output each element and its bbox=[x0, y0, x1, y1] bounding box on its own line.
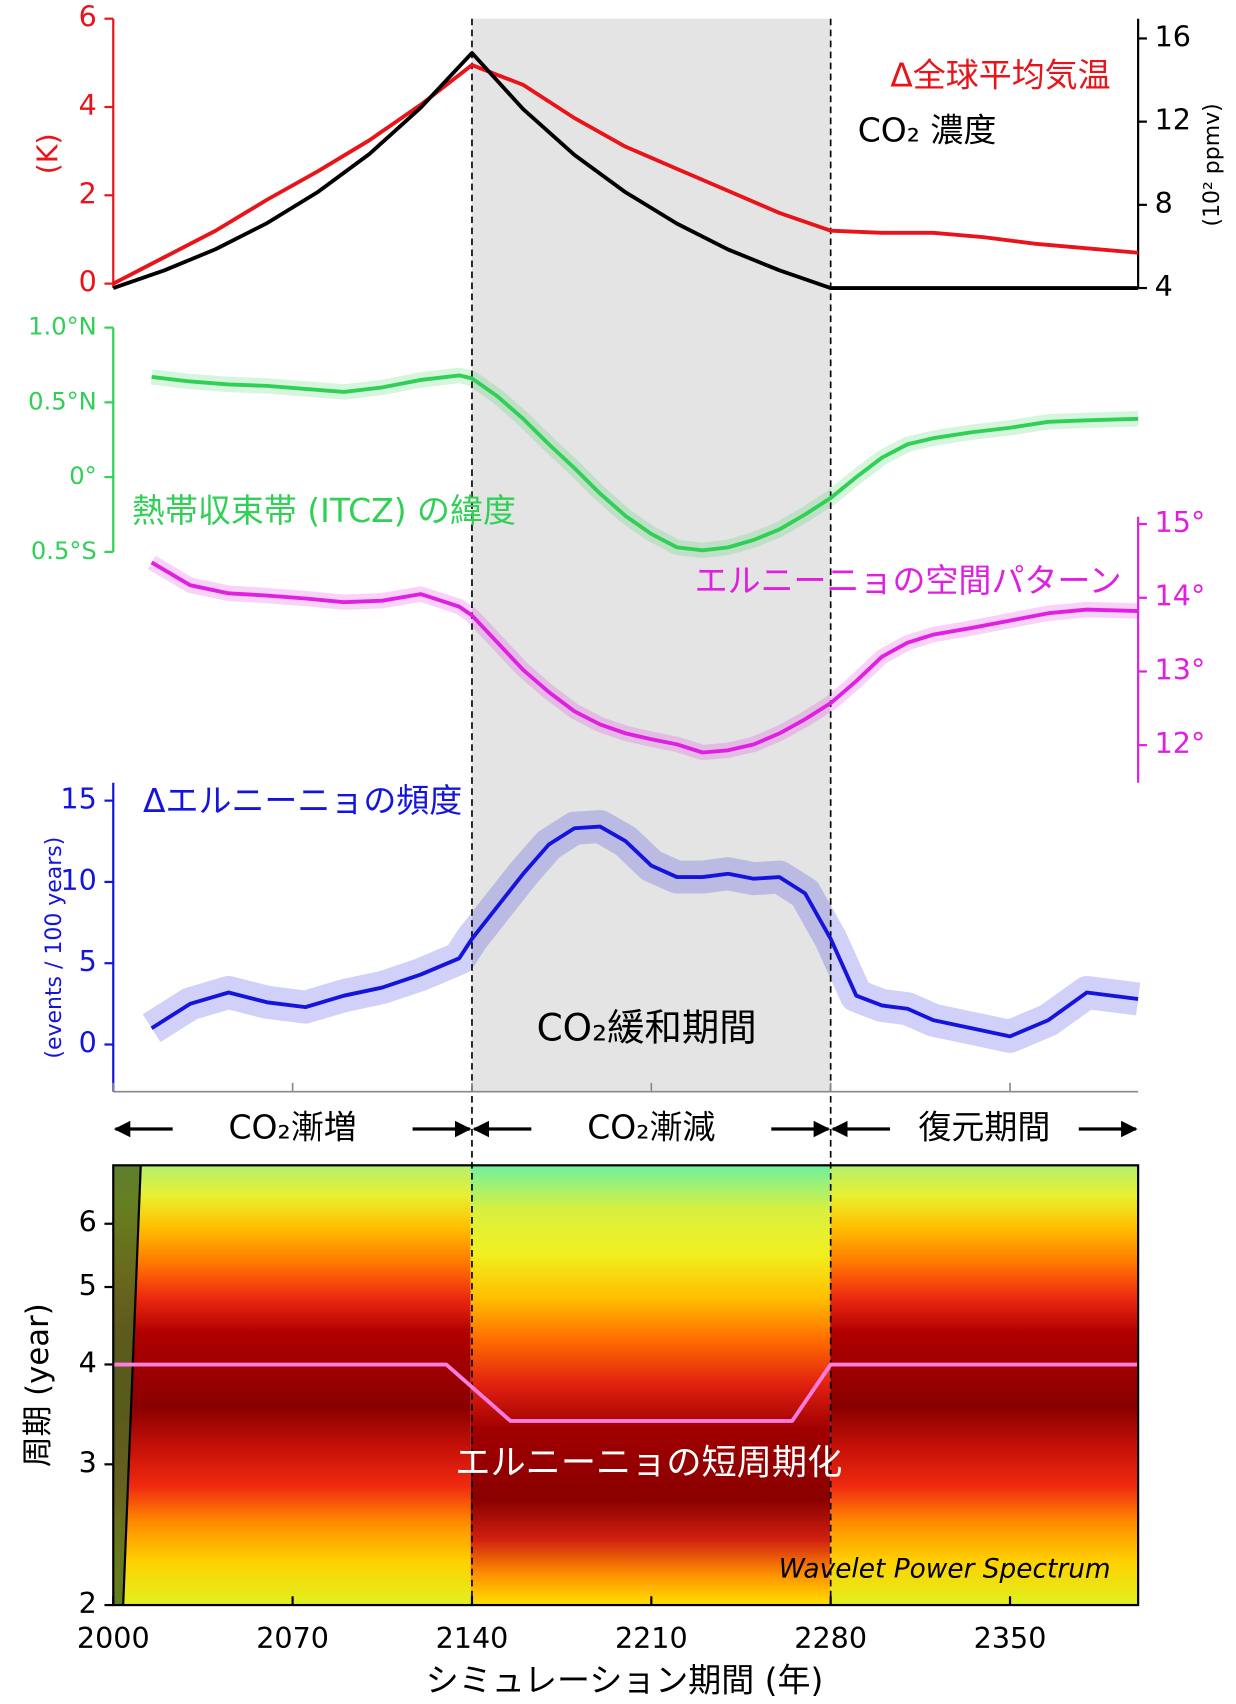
y-tick-label: 5 bbox=[79, 944, 97, 978]
plot-layer: CO₂漸増 CO₂漸減 復元期間 0 2 4 6 4 8 12 16 1.0°N 0.5°N 0° 0.5°… bbox=[28, 0, 1205, 1655]
cone-of-influence bbox=[113, 1165, 141, 1606]
x-tick-label: 2350 bbox=[974, 1621, 1047, 1655]
series-line bbox=[151, 373, 1139, 553]
y-tick-label: 5 bbox=[79, 1268, 97, 1302]
period-label: CO₂緩和期間 bbox=[537, 1006, 757, 1050]
x-tick-label: 2210 bbox=[615, 1621, 688, 1655]
x-axis-label: シミュレーション期間 (年) bbox=[426, 1661, 824, 1700]
y-tick-label: 12° bbox=[1155, 726, 1206, 760]
series-line bbox=[112, 51, 1139, 290]
phase-label: 復元期間 bbox=[918, 1108, 1050, 1147]
y-tick-label: 0 bbox=[79, 1026, 97, 1060]
y-tick-label: 13° bbox=[1155, 652, 1206, 686]
y2-axis-label: (10² ppmv) bbox=[1200, 103, 1225, 226]
legend-label: Δ全球平均気温 bbox=[890, 55, 1110, 94]
wavelet-field bbox=[470, 1165, 831, 1606]
y-tick-label: 0.5°S bbox=[31, 537, 97, 565]
y-axis-label: (K) bbox=[30, 133, 64, 174]
y-tick-label: 4 bbox=[79, 1345, 97, 1379]
series-line bbox=[150, 824, 1139, 1039]
series-line bbox=[150, 560, 1139, 755]
mitigation-shade bbox=[471, 18, 831, 1092]
phase-label: CO₂漸減 bbox=[587, 1108, 715, 1147]
y-tick-label: 2 bbox=[79, 1586, 97, 1620]
cone-of-influence-edge bbox=[122, 1165, 142, 1606]
y-tick-label: 14° bbox=[1155, 579, 1206, 613]
legend-label: Δエルニーニョの頻度 bbox=[143, 781, 462, 820]
y-tick-label: 4 bbox=[1155, 269, 1173, 303]
y-tick-label: 4 bbox=[79, 88, 97, 122]
annotation: Wavelet Power Spectrum bbox=[779, 1554, 1111, 1584]
wavelet-field bbox=[830, 1165, 1139, 1606]
legend-label: 熱帯収束帯 (ITCZ) の緯度 bbox=[132, 491, 516, 530]
y-tick-label: 1.0°N bbox=[28, 313, 97, 341]
phase-label: CO₂漸増 bbox=[229, 1108, 357, 1147]
y-tick-label: 6 bbox=[79, 0, 97, 34]
y-tick-label: 0.5°N bbox=[28, 387, 97, 415]
series-line bbox=[112, 63, 1139, 286]
y-tick-label: 15° bbox=[1155, 505, 1206, 539]
annotation: エルニーニョの短周期化 bbox=[455, 1442, 842, 1483]
y-tick-label: 12 bbox=[1155, 103, 1191, 137]
x-tick-label: 2280 bbox=[794, 1621, 867, 1655]
x-tick-label: 2140 bbox=[436, 1621, 509, 1655]
legend-label: CO₂ 濃度 bbox=[858, 110, 997, 149]
y-tick-label: 15 bbox=[60, 782, 96, 816]
y-tick-label: 0 bbox=[79, 265, 97, 299]
x-tick-label: 2070 bbox=[256, 1621, 329, 1655]
series-line bbox=[113, 1362, 1139, 1423]
y-tick-label: 0° bbox=[69, 462, 96, 490]
y-axis-label: (events / 100 years) bbox=[42, 837, 67, 1059]
y-axis-label: 周期 (year) bbox=[20, 1303, 56, 1467]
y-tick-label: 2 bbox=[79, 176, 97, 210]
wavelet-frame bbox=[112, 1164, 1140, 1607]
y-tick-label: 16 bbox=[1155, 19, 1191, 53]
wavelet-field bbox=[113, 1165, 471, 1606]
y-tick-label: 3 bbox=[79, 1445, 97, 1479]
legend-label: エルニーニョの空間パターン bbox=[695, 561, 1122, 600]
y-tick-label: 6 bbox=[79, 1205, 97, 1239]
y-tick-label: 10 bbox=[60, 863, 96, 897]
x-tick-label: 2000 bbox=[77, 1621, 150, 1655]
y-tick-label: 8 bbox=[1155, 186, 1173, 220]
wavelet-power-field bbox=[113, 1165, 1139, 1606]
